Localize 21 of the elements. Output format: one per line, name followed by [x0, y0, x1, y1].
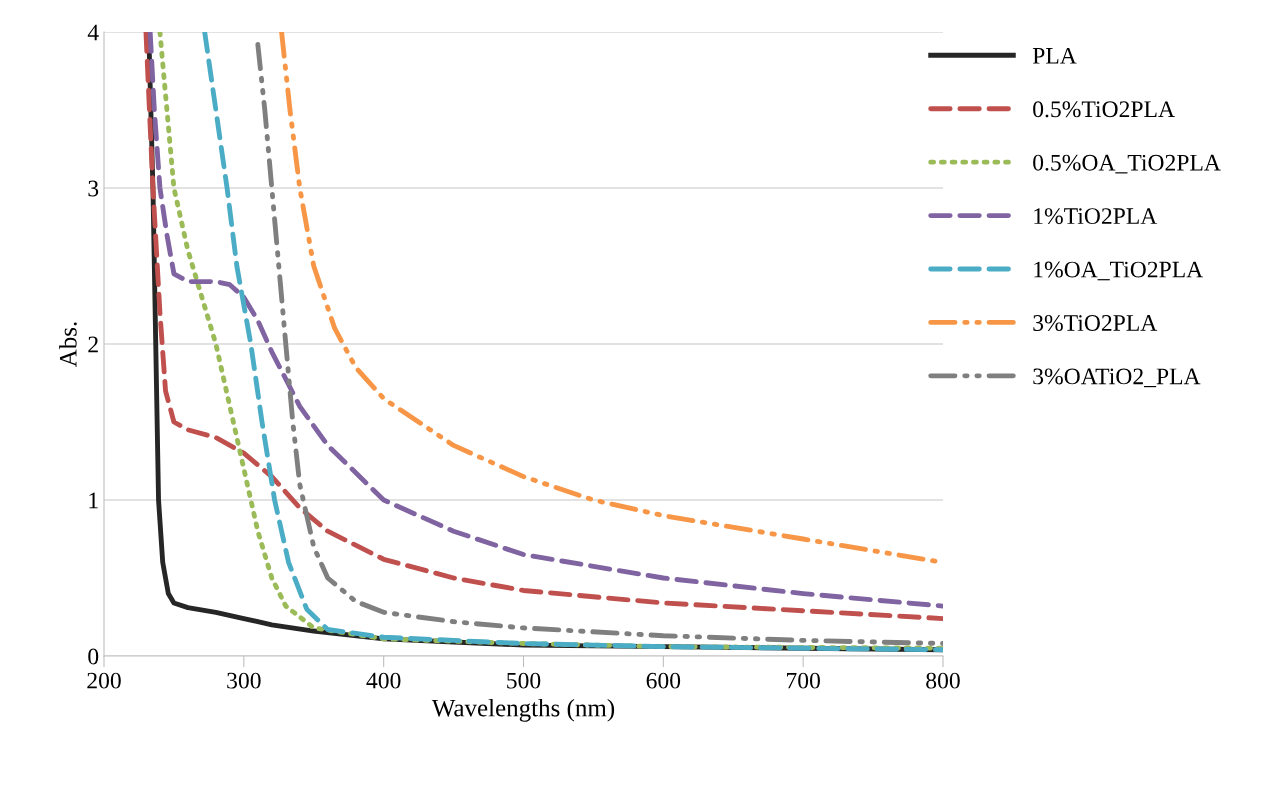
- legend-label: 0.5%OA_TiO2PLA: [1033, 154, 1221, 174]
- y-axis-title: Abs.: [59, 322, 77, 368]
- y-tick-label: 4: [87, 24, 99, 41]
- x-tick-label: 500: [507, 672, 541, 689]
- legend-label: 0.5%TiO2PLA: [1033, 101, 1175, 118]
- y-tick-label: 2: [88, 336, 98, 353]
- x-axis-title: Wavelengths (nm): [431, 698, 615, 722]
- x-tick-label: 700: [787, 672, 820, 689]
- x-tick-label: 400: [366, 672, 401, 689]
- legend-label: 1%OA_TiO2PLA: [1034, 261, 1204, 281]
- x-tick-label: 200: [87, 672, 121, 689]
- legend-label: 1%TiO2PLA: [1034, 208, 1158, 225]
- legend-label: 3%TiO2PLA: [1033, 314, 1158, 331]
- legend-label: PLA: [1032, 47, 1077, 64]
- x-tick-label: 300: [227, 672, 261, 689]
- legend-label: 3%OATiO2_PLA: [1033, 368, 1201, 388]
- x-tick-label: 800: [926, 672, 960, 689]
- x-tick-label: 600: [646, 672, 681, 689]
- y-tick-label: 3: [88, 180, 99, 197]
- y-tick-label: 0: [88, 648, 99, 665]
- y-tick-label: 1: [89, 492, 98, 509]
